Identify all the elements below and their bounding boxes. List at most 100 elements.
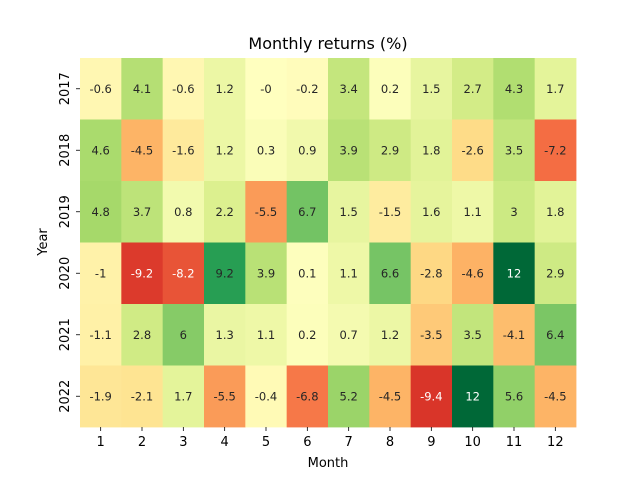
heatmap-cell: [286, 181, 329, 243]
heatmap-cell: [80, 304, 122, 366]
heatmap-cell: [286, 58, 329, 120]
cell-value-label: -9.4: [420, 389, 442, 403]
x-tick-label: 2: [138, 435, 146, 450]
heatmap-cell: [204, 304, 246, 366]
heatmap-cell: [204, 181, 246, 243]
heatmap-cell: [204, 58, 246, 120]
heatmap-cell: [410, 304, 453, 366]
heatmap-cell: [452, 119, 494, 182]
x-tick-label: 11: [506, 435, 523, 450]
cell-value-label: 3.7: [133, 205, 151, 219]
cell-value-label: 3.5: [464, 328, 482, 342]
cell-value-label: 1.2: [216, 143, 234, 157]
heatmap-cell: [121, 58, 164, 120]
heatmap-cell: [245, 242, 288, 305]
cell-value-label: -6.8: [296, 389, 318, 403]
cell-value-label: -0.2: [296, 82, 318, 96]
x-tick-label: 12: [547, 435, 564, 450]
heatmap-cell: [410, 58, 453, 120]
heatmap-cell: [369, 181, 412, 243]
heatmap-cell: [80, 242, 122, 305]
cell-value-label: 6.7: [298, 205, 316, 219]
cell-value-label: 1.2: [216, 82, 234, 96]
heatmap-cell: [162, 58, 205, 120]
cell-value-label: -2.6: [461, 143, 483, 157]
cell-value-label: 5.6: [505, 389, 523, 403]
heatmap-cell: [369, 58, 412, 120]
cell-value-label: -4.1: [503, 328, 525, 342]
cell-value-label: -5.5: [213, 389, 235, 403]
cell-value-label: 0.3: [257, 143, 275, 157]
cell-value-label: -5.5: [255, 205, 277, 219]
cell-value-label: 1.5: [340, 205, 358, 219]
heatmap-cell: [245, 365, 288, 428]
cell-value-label: 0.2: [298, 328, 316, 342]
x-tick-label: 9: [427, 435, 435, 450]
cell-value-label: 4.8: [92, 205, 110, 219]
heatmap-cell: [493, 242, 536, 305]
heatmap-cell: [286, 119, 329, 182]
heatmap-cell: [245, 181, 288, 243]
heatmap-cell: [534, 242, 577, 305]
heatmap-cell: [493, 304, 536, 366]
heatmap-cell: [328, 242, 370, 305]
x-axis-ticks: 1 2 3 4 5 6 7 8 9 10 11 12: [97, 427, 564, 450]
cell-value-label: 12: [465, 389, 480, 403]
cell-value-label: -2.8: [420, 266, 442, 280]
cell-value-label: 1.1: [340, 266, 358, 280]
heatmap-cell: [245, 304, 288, 366]
cell-value-label: -4.5: [544, 389, 566, 403]
cell-value-label: 0.8: [174, 205, 192, 219]
heatmap-cell: [369, 304, 412, 366]
cell-value-label: 1.7: [174, 389, 192, 403]
heatmap-cell: [204, 119, 246, 182]
cell-value-label: -3.5: [420, 328, 442, 342]
cell-value-label: -7.2: [544, 143, 566, 157]
cell-value-label: 0.7: [340, 328, 358, 342]
heatmap-cell: [121, 304, 164, 366]
x-tick-label: 4: [221, 435, 229, 450]
cell-value-label: -4.5: [131, 143, 153, 157]
cell-value-label: -1.1: [89, 328, 111, 342]
y-axis-label: Year: [36, 228, 51, 257]
cell-value-label: -0.6: [89, 82, 111, 96]
cell-value-label: 2.9: [546, 266, 564, 280]
heatmap-cell: [534, 181, 577, 243]
heatmap-cell: [452, 365, 494, 428]
cell-value-label: -0.6: [172, 82, 194, 96]
heatmap-cell: [493, 181, 536, 243]
heatmap-cell: [369, 119, 412, 182]
y-tick-label: 2017: [58, 72, 73, 105]
cell-value-label: 3.9: [340, 143, 358, 157]
heatmap-cell: [534, 119, 577, 182]
heatmap-cell: [328, 58, 370, 120]
cell-value-label: 1.7: [546, 82, 564, 96]
cell-value-label: 1.2: [381, 328, 399, 342]
x-tick-label: 5: [262, 435, 270, 450]
cell-value-label: 3.4: [340, 82, 358, 96]
x-axis-label: Month: [308, 456, 349, 471]
heatmap-cell: [162, 304, 205, 366]
cell-value-label: -0.4: [255, 389, 277, 403]
heatmap-cell: [204, 365, 246, 428]
x-tick-label: 10: [464, 435, 481, 450]
cell-value-label: -4.6: [461, 266, 483, 280]
cell-value-label: 4.3: [505, 82, 523, 96]
x-tick-label: 6: [303, 435, 311, 450]
cell-value-label: -9.2: [131, 266, 153, 280]
heatmap-cell: [328, 304, 370, 366]
cell-value-label: -1.6: [172, 143, 194, 157]
heatmap-cell: [493, 365, 536, 428]
heatmap-cell: [452, 242, 494, 305]
cell-value-label: 5.2: [340, 389, 358, 403]
cell-value-label: 6: [180, 328, 187, 342]
heatmap-cell: [286, 242, 329, 305]
heatmap-cell: [204, 242, 246, 305]
y-axis-ticks: 2017 2018 2019 2020 2021 2022: [58, 72, 80, 413]
cell-value-label: 9.2: [216, 266, 234, 280]
cell-value-label: 6.4: [546, 328, 564, 342]
heatmap-cell: [493, 58, 536, 120]
heatmap-cell: [452, 304, 494, 366]
heatmap-cell: [328, 365, 370, 428]
